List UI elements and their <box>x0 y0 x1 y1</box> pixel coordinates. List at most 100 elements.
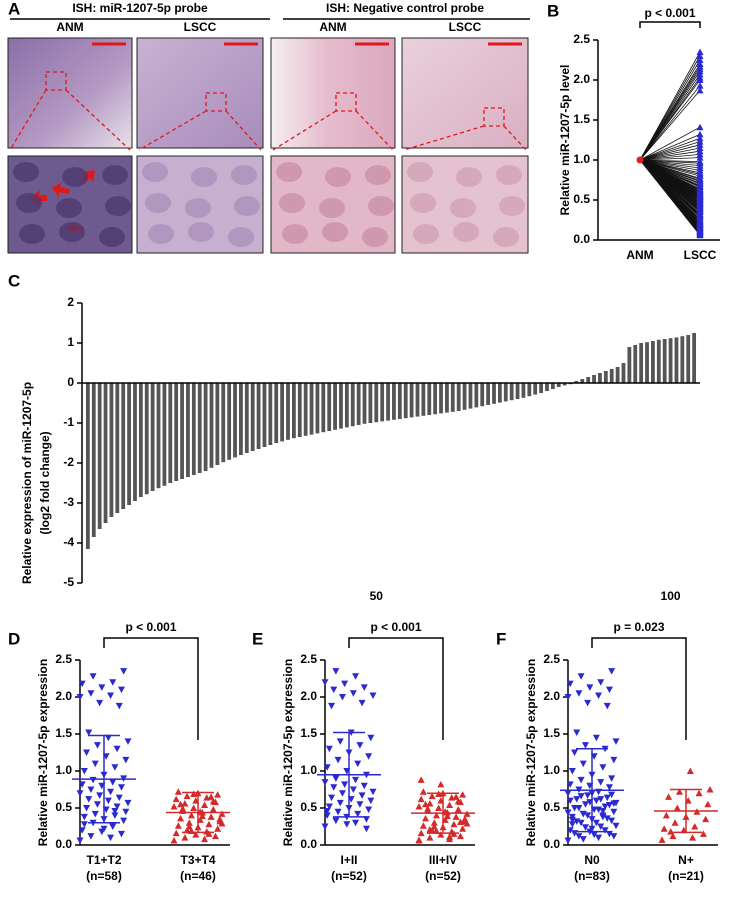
lscc-point <box>696 123 704 131</box>
bracket <box>591 637 687 740</box>
bar <box>421 383 426 416</box>
x-tick-label: 50 <box>370 589 384 603</box>
bar <box>409 383 414 418</box>
point <box>428 792 436 800</box>
point <box>605 830 613 838</box>
bar <box>227 383 232 460</box>
zoom-box <box>335 92 357 112</box>
point <box>117 686 125 694</box>
point <box>579 810 587 818</box>
point <box>179 805 187 812</box>
point <box>356 801 364 808</box>
point <box>573 818 581 825</box>
point <box>211 832 219 840</box>
bar <box>250 383 255 451</box>
point <box>177 814 185 822</box>
point <box>181 834 189 841</box>
point <box>459 791 467 798</box>
point <box>115 794 123 802</box>
pair-line <box>639 157 701 161</box>
point <box>566 797 574 805</box>
x-tick-label: I+II <box>340 853 357 867</box>
annotation: p < 0.001 <box>125 620 176 634</box>
point <box>362 816 370 823</box>
point <box>571 749 579 756</box>
point <box>181 800 189 807</box>
point <box>323 764 331 771</box>
point <box>608 817 616 825</box>
point <box>660 825 668 832</box>
bar <box>674 337 679 383</box>
point <box>354 760 362 768</box>
cell-nucleus <box>191 167 217 187</box>
point <box>89 776 97 784</box>
point <box>120 668 128 675</box>
point <box>369 692 377 700</box>
x-tick-label: T3+T4 <box>180 853 215 867</box>
bar <box>621 363 626 383</box>
point <box>76 790 84 797</box>
point <box>358 792 366 799</box>
y-tick-label: 0.0 <box>573 232 590 246</box>
point <box>332 775 340 782</box>
micrographs <box>7 37 529 254</box>
point <box>426 800 434 807</box>
cell-nucleus <box>102 165 128 185</box>
point <box>599 764 607 771</box>
annotation: p < 0.001 <box>370 620 421 634</box>
point <box>172 829 180 837</box>
point <box>365 806 373 813</box>
pair-line <box>639 138 701 161</box>
zoom-box <box>45 71 67 91</box>
point <box>686 767 694 774</box>
bar <box>97 383 102 529</box>
point <box>360 684 368 691</box>
point <box>321 823 329 830</box>
point <box>80 768 88 775</box>
point <box>584 812 592 819</box>
cell-nucleus <box>368 196 394 216</box>
point <box>702 815 710 823</box>
point <box>330 686 338 694</box>
pair-line <box>639 154 701 161</box>
point <box>218 820 226 827</box>
sd-bar <box>670 788 702 834</box>
bar <box>221 383 226 463</box>
y-tick-label: 2.0 <box>55 689 72 703</box>
bar <box>586 377 591 383</box>
point <box>605 784 613 791</box>
cell-nucleus <box>450 198 476 218</box>
point <box>610 808 618 816</box>
point <box>577 793 585 800</box>
point <box>78 680 86 688</box>
point <box>597 823 605 830</box>
point <box>117 784 125 791</box>
point <box>214 791 222 798</box>
point <box>87 690 95 697</box>
x-tick-label: ANM <box>626 248 653 262</box>
point <box>608 668 616 675</box>
point <box>367 797 375 805</box>
cell-nucleus <box>13 162 39 182</box>
cell-nucleus <box>496 165 522 185</box>
point <box>89 673 97 680</box>
point <box>352 819 360 827</box>
point <box>564 694 572 701</box>
bar <box>497 383 502 403</box>
point <box>343 821 351 828</box>
point <box>415 803 423 810</box>
y-tick-label: 1 <box>67 335 74 349</box>
point <box>590 831 598 839</box>
point <box>577 819 585 827</box>
bar <box>291 383 296 439</box>
point <box>599 813 607 821</box>
pair-line <box>639 141 701 161</box>
point <box>334 756 342 764</box>
y-tick-label: 0.0 <box>55 837 72 851</box>
point <box>671 819 679 826</box>
bar <box>127 383 131 505</box>
bar <box>268 383 273 445</box>
point <box>174 822 182 829</box>
bar <box>539 383 543 393</box>
y-axis-label: Relative miR-1207-5p level <box>558 65 572 216</box>
